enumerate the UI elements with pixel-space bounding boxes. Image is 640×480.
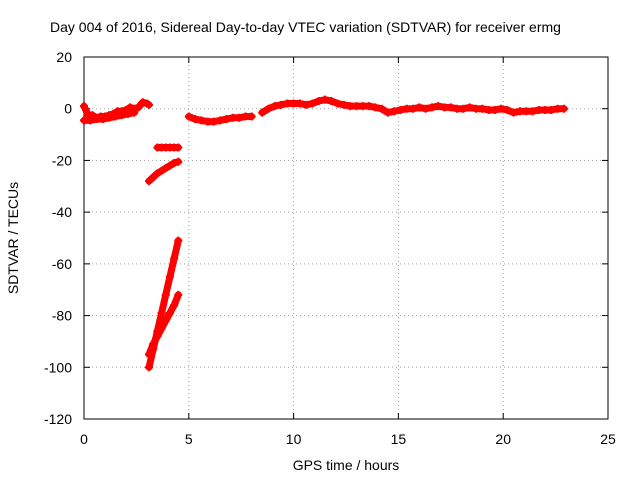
data-point xyxy=(390,107,399,116)
data-point xyxy=(327,96,336,105)
data-point xyxy=(559,104,568,113)
data-point xyxy=(174,143,183,152)
data-point xyxy=(427,103,436,112)
data-point xyxy=(165,308,174,317)
data-point xyxy=(434,102,443,111)
data-point xyxy=(216,116,225,125)
chart-title: Day 004 of 2016, Sidereal Day-to-day VTE… xyxy=(50,19,561,35)
data-point xyxy=(339,100,348,109)
y-tick-label: 20 xyxy=(56,49,72,65)
data-point xyxy=(371,103,380,112)
data-point xyxy=(144,363,153,372)
data-point xyxy=(191,115,200,124)
y-tick-label: -60 xyxy=(52,256,72,272)
data-point xyxy=(153,169,162,178)
data-point xyxy=(365,102,374,111)
data-point xyxy=(258,108,267,117)
data-point xyxy=(222,115,231,124)
data-series xyxy=(80,95,568,372)
x-axis-label: GPS time / hours xyxy=(293,457,400,473)
data-point xyxy=(174,236,183,245)
data-point xyxy=(111,112,120,121)
data-point xyxy=(383,108,392,117)
data-point xyxy=(235,113,244,122)
data-point xyxy=(321,95,330,104)
data-point xyxy=(80,102,88,111)
data-point xyxy=(144,177,153,186)
data-point xyxy=(270,102,279,111)
data-point xyxy=(98,115,107,124)
data-point xyxy=(149,340,158,349)
data-point xyxy=(547,106,556,115)
data-point xyxy=(509,108,518,117)
data-point xyxy=(184,112,193,121)
plot-frame xyxy=(83,56,609,420)
grid-lines xyxy=(84,57,608,419)
data-point xyxy=(161,290,170,299)
y-axis-label: SDTVAR / TECUs xyxy=(5,182,21,294)
axis-ticks: 0 5 10 15 20 25 20 0 -20 -40 -60 -80 -100 -120 xyxy=(44,49,616,447)
data-point xyxy=(528,107,537,116)
x-tick-label: 10 xyxy=(286,431,302,447)
data-point xyxy=(165,161,174,170)
data-point xyxy=(277,100,286,109)
data-point xyxy=(459,104,468,113)
data-point xyxy=(264,104,273,113)
data-point xyxy=(144,100,153,109)
data-point xyxy=(174,290,183,299)
data-point xyxy=(170,301,179,310)
y-tick-label: -40 xyxy=(52,204,72,220)
data-point xyxy=(333,99,342,108)
data-point xyxy=(117,111,126,120)
data-point xyxy=(161,164,170,173)
data-point xyxy=(138,98,147,107)
data-point xyxy=(302,100,311,109)
data-point xyxy=(86,116,95,125)
data-point xyxy=(446,103,455,112)
data-point xyxy=(134,103,143,112)
data-point xyxy=(144,350,153,359)
data-point xyxy=(170,254,179,263)
data-point xyxy=(130,108,139,117)
x-tick-label: 5 xyxy=(185,431,193,447)
x-tick-label: 20 xyxy=(495,431,511,447)
data-point xyxy=(421,104,430,113)
y-tick-label: -20 xyxy=(52,152,72,168)
x-tick-label: 0 xyxy=(80,431,88,447)
data-point xyxy=(465,103,474,112)
data-point xyxy=(314,96,323,105)
data-point xyxy=(497,104,506,113)
data-point xyxy=(149,173,158,182)
data-point xyxy=(409,104,418,113)
y-tick-label: -120 xyxy=(44,411,72,427)
data-point xyxy=(170,159,179,168)
data-point xyxy=(396,106,405,115)
data-point xyxy=(197,116,206,125)
data-point xyxy=(157,324,166,333)
data-point xyxy=(308,99,317,108)
data-point xyxy=(157,308,166,317)
data-point xyxy=(503,106,512,115)
data-point xyxy=(161,316,170,325)
data-point xyxy=(490,106,499,115)
data-point xyxy=(478,104,487,113)
data-point xyxy=(415,103,424,112)
data-point xyxy=(105,113,114,122)
data-point xyxy=(247,112,256,121)
x-tick-label: 15 xyxy=(391,431,407,447)
y-tick-label: -80 xyxy=(52,308,72,324)
data-point xyxy=(295,99,304,108)
data-point xyxy=(174,157,183,166)
data-point xyxy=(153,332,162,341)
x-tick-label: 25 xyxy=(600,431,616,447)
data-point xyxy=(209,117,218,126)
data-point xyxy=(377,104,386,113)
data-point xyxy=(165,272,174,281)
data-point xyxy=(157,166,166,175)
y-tick-label: 0 xyxy=(64,101,72,117)
data-point xyxy=(124,109,133,118)
y-tick-label: -100 xyxy=(44,359,72,375)
